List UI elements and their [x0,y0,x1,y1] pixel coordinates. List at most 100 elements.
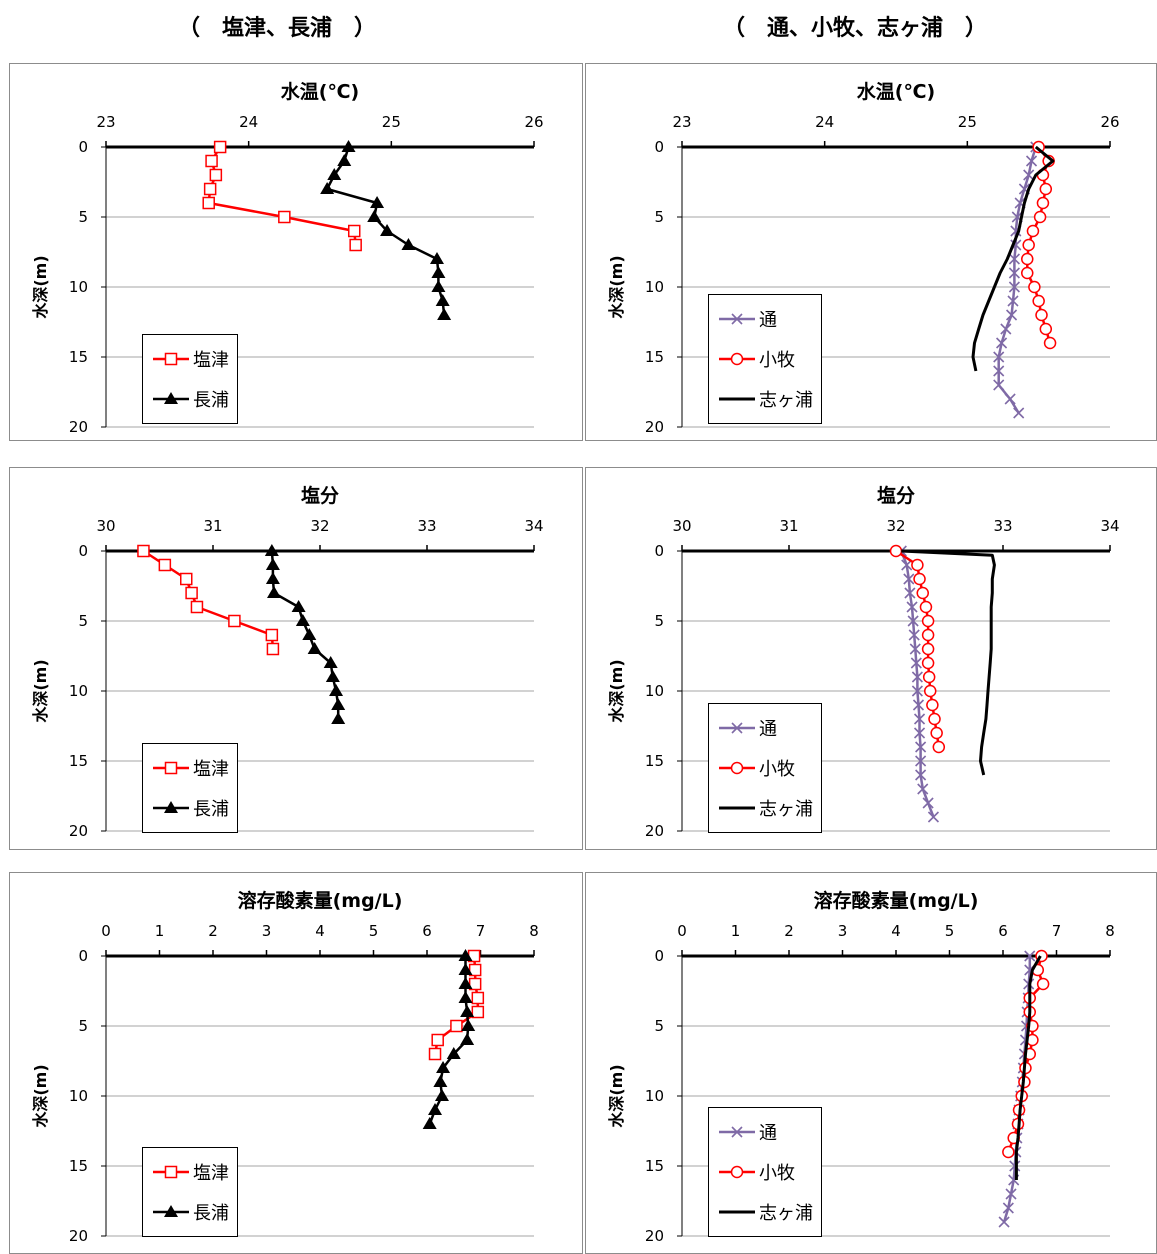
y-tick-label: 15 [645,752,664,770]
x-tick-label: 34 [524,517,543,535]
data-point-toori [1008,267,1020,279]
series-nagaura [422,949,476,1129]
legend-label: 志ヶ浦 [759,390,813,411]
chart-title: 塩分 [301,484,339,507]
y-tick-label: 0 [78,947,88,965]
legend-item-toori: 通 [717,708,813,748]
legend-swatch [153,1165,189,1179]
series-toori [895,545,940,823]
data-point-nagaura [265,558,280,570]
data-point-toori [913,713,926,725]
data-point-nagaura [437,308,452,320]
data-point-nagaura [422,1117,437,1129]
x-tick-label: 6 [998,922,1008,940]
data-point-nagaura [460,1033,475,1045]
legend-label: 塩津 [193,759,229,780]
x-tick-label: 2 [784,922,794,940]
data-point-shiotsu [450,1019,463,1033]
x-tick-label: 26 [1100,113,1119,131]
data-point-nagaura [264,544,279,556]
legend-item-nagaura: 長浦 [151,788,229,828]
data-point-toori [917,783,929,795]
data-point-nagaura [461,1019,476,1031]
legend-marker-komaki [730,1165,744,1179]
data-point-komaki [1028,280,1041,294]
legend-item-shiotsu: 塩津 [151,748,229,788]
series-line-toori [997,146,1037,414]
data-point-toori [993,365,1005,377]
data-point-nagaura [266,586,281,598]
legend-marker-toori [731,722,743,734]
chart-legend: 塩津 長浦 [142,334,238,424]
series-shigaura [971,145,1055,372]
x-tick-label: 5 [369,922,379,940]
data-point-nagaura [431,266,446,278]
legend-swatch [719,397,755,401]
x-tick-label: 34 [1100,517,1119,535]
chart-svg: 溶存酸素量(mg/L) 0 5 10 15 20 0 1 2 3 4 5 6 7 8 水深(m) [607,889,1115,1245]
data-point-nagaura [401,238,416,250]
data-point-komaki [1036,977,1050,991]
y-tick-label: 15 [645,1157,664,1175]
data-point-toori [1000,323,1012,335]
legend-swatch [719,1210,755,1214]
data-point-shiotsu [213,140,227,154]
data-point-shiotsu [190,600,204,614]
series-shiotsu [202,140,362,252]
y-tick-label: 10 [645,278,664,296]
data-point-toori [993,351,1005,363]
data-point-nagaura [307,642,322,654]
series-shiotsu [137,544,280,656]
series-line-shigaura [971,145,1055,372]
series-shigaura [901,549,996,776]
chart-title: 水温(℃) [857,81,935,103]
y-tick-label: 10 [69,278,88,296]
y-tick-label: 0 [78,542,88,560]
y-axis-label: 水深(m) [31,255,50,318]
legend-swatch [719,352,755,366]
salinity-chart-left: 塩分 0 5 10 15 20 30 31 32 33 34 水深(m) 塩津 長浦 [9,467,583,850]
chart-svg: 水温(℃) 0 5 10 15 20 23 24 25 26 水深(m) [607,81,1120,436]
legend-swatch [719,1126,755,1138]
x-tick-label: 32 [886,517,905,535]
legend-label: 小牧 [759,350,795,371]
legend-marker-toori [731,313,743,325]
y-tick-label: 5 [654,1017,664,1035]
data-point-shiotsu [347,224,361,238]
legend-marker-nagaura [164,801,178,813]
legend-item-shiotsu: 塩津 [151,1152,229,1192]
legend-swatch [153,1205,189,1217]
legend-label: 塩津 [193,350,229,371]
x-tick-label: 32 [310,517,329,535]
dissolved-oxygen-chart-right: 溶存酸素量(mg/L) 0 5 10 15 20 0 1 2 3 4 5 6 7 8 水深(m) 通小牧 志ヶ浦 [585,872,1157,1254]
chart-svg: 塩分 0 5 10 15 20 30 31 32 33 34 水深(m) [607,484,1120,840]
y-tick-label: 20 [645,418,664,436]
legend-item-nagaura: 長浦 [151,1192,229,1232]
data-point-shiotsu [203,182,217,196]
x-tick-label: 3 [838,922,848,940]
y-tick-label: 20 [69,418,88,436]
series-shigaura [1014,955,1042,1180]
x-tick-label: 23 [96,113,115,131]
data-point-toori [922,797,934,809]
legend-label: 通 [759,719,777,740]
data-point-shiotsu [228,614,241,628]
data-point-komaki [922,670,936,684]
data-point-toori [1007,295,1019,307]
data-point-komaki [1021,252,1034,266]
data-point-komaki [916,586,929,600]
data-point-toori [1009,1160,1021,1172]
legend-label: 長浦 [193,1203,229,1224]
data-point-komaki [889,544,903,558]
series-shiotsu [428,949,485,1061]
x-tick-label: 7 [1052,922,1062,940]
x-tick-label: 0 [101,922,111,940]
series-toori [993,141,1042,419]
x-tick-label: 4 [315,922,325,940]
data-point-nagaura [327,168,342,180]
legend-label: 小牧 [759,1163,795,1184]
chart-legend: 通小牧 志ヶ浦 [708,1107,822,1237]
data-point-nagaura [329,684,344,696]
y-tick-label: 0 [78,138,88,156]
data-point-toori [912,699,925,711]
